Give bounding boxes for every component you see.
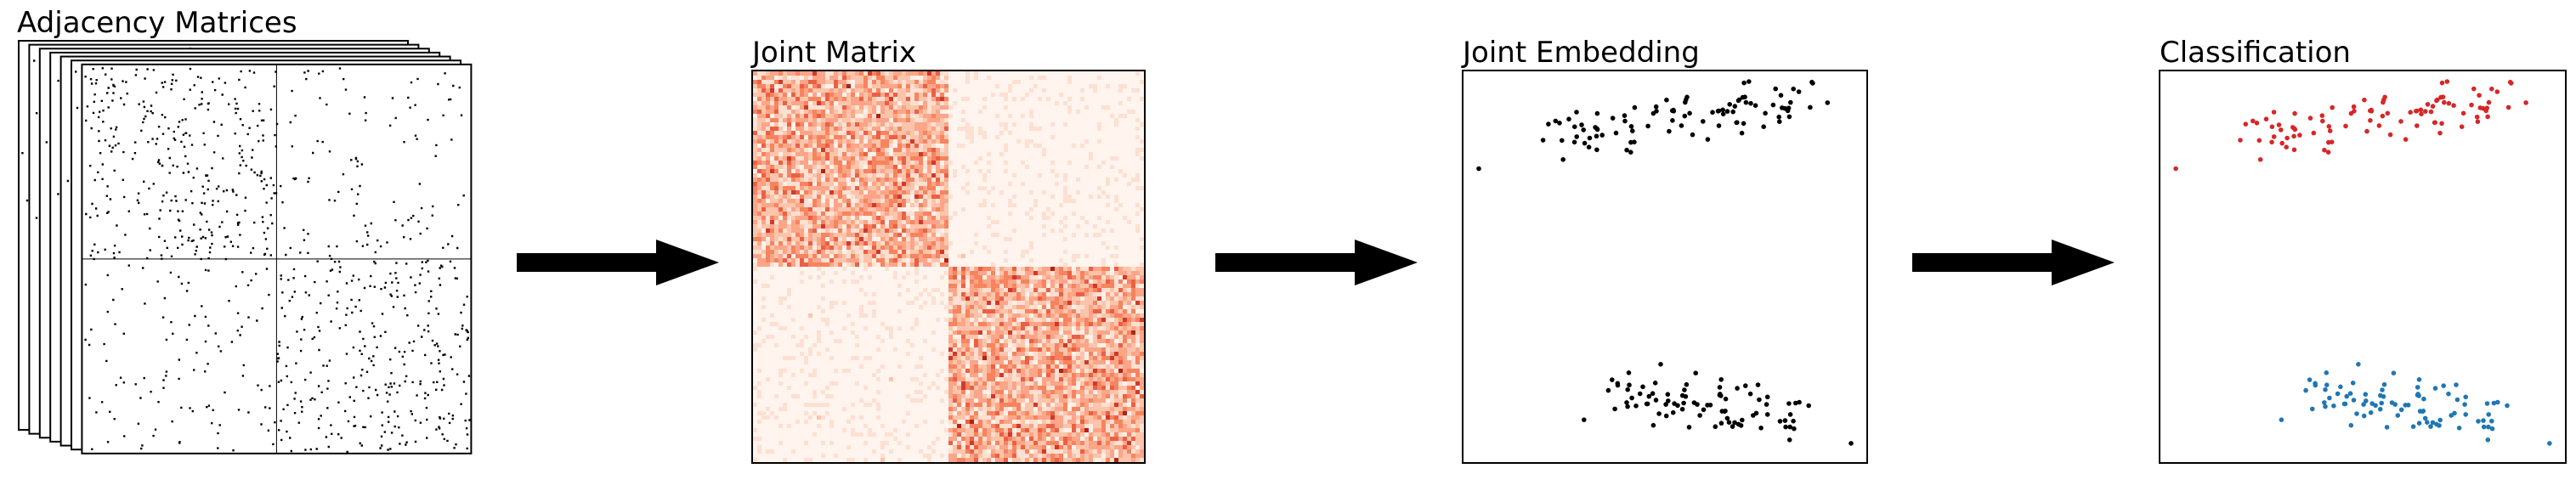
joint-embedding-title: Joint Embedding bbox=[1461, 36, 1700, 70]
right-arrow-icon bbox=[1912, 240, 2115, 285]
joint-embedding-panel: Joint Embedding bbox=[1461, 36, 1868, 464]
adjacency-title: Adjacency Matrices bbox=[17, 6, 297, 40]
joint-embedding-points bbox=[1476, 79, 1854, 446]
classification-frame bbox=[2159, 70, 2567, 464]
joint-matrix-frame bbox=[751, 70, 1146, 464]
right-arrow-icon bbox=[517, 240, 719, 285]
joint-matrix-heatmap bbox=[753, 71, 1144, 462]
right-arrow-icon bbox=[1215, 240, 1418, 285]
classification-panel: Classification bbox=[2159, 36, 2567, 464]
joint-embedding-frame bbox=[1462, 70, 1868, 464]
classification-title: Classification bbox=[2160, 36, 2351, 70]
classification-points bbox=[2173, 79, 2552, 446]
joint-matrix-title: Joint Matrix bbox=[750, 36, 916, 70]
adjacency-panel: Adjacency Matrices bbox=[17, 6, 473, 454]
adjacency-matrix-sheet bbox=[81, 63, 473, 454]
joint-matrix-panel: Joint Matrix bbox=[750, 36, 1146, 464]
adjacency-stack bbox=[18, 40, 473, 454]
